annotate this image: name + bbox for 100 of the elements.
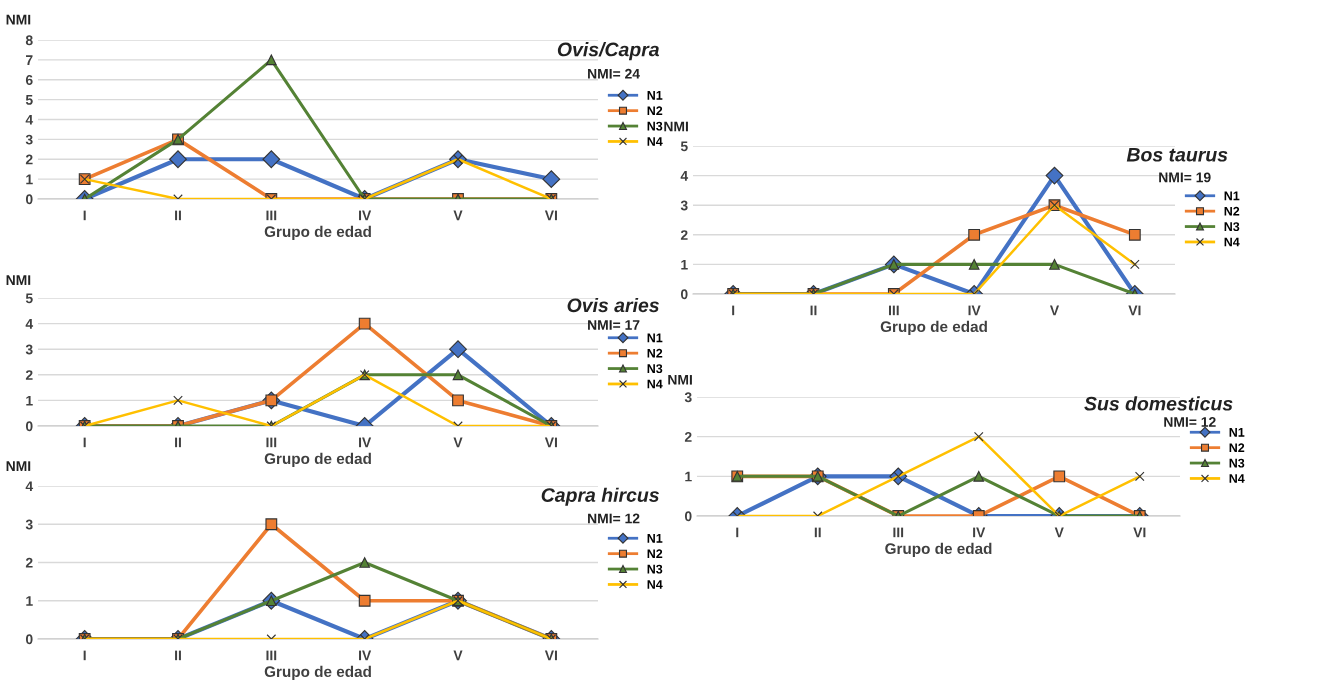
legend-label: N4	[647, 137, 663, 146]
x-tick-label: I	[83, 650, 86, 661]
y-tick-label: 8	[25, 35, 33, 46]
y-tick-label: 0	[25, 634, 33, 645]
legend-label: N1	[647, 534, 663, 543]
text: NMI= 12	[588, 513, 640, 524]
legend-label: N1	[647, 91, 663, 100]
y-tick-label: 2	[680, 230, 688, 240]
legend-label: N4	[1224, 237, 1240, 247]
legend-label: N2	[647, 106, 663, 116]
y-tick-label: 2	[684, 432, 692, 442]
y-tick-label: 3	[25, 519, 33, 530]
x-tick-label: V	[453, 210, 463, 221]
x-tick-label: III	[888, 305, 899, 316]
x-tick-label: VI	[544, 437, 557, 448]
text: NMI= 17	[588, 320, 640, 330]
y-tick-label: 4	[680, 171, 689, 181]
legend-label: N4	[647, 379, 663, 389]
y-tick-label: 6	[25, 75, 33, 85]
y-tick-label: 0	[684, 511, 692, 522]
legend-label: N1	[1229, 428, 1245, 437]
y-tick-label: 1	[685, 471, 692, 482]
legend-label: N4	[1229, 474, 1245, 483]
x-tick-label: IV	[968, 305, 981, 316]
legend-label: N3	[647, 564, 663, 574]
legend-label: N3	[1224, 222, 1240, 232]
x-tick-label: V	[1049, 305, 1060, 316]
x-tick-label: IV	[359, 210, 372, 221]
legend-label: N3	[647, 121, 663, 131]
x-tick-label: III	[266, 437, 277, 448]
y-tick-label: 5	[25, 95, 33, 105]
x-tick-label: I	[83, 437, 86, 448]
x-tick-label: V	[453, 437, 463, 448]
y-tick-label: 3	[25, 344, 33, 355]
y-tick-label: 7	[26, 55, 33, 65]
chart-title: Ovis/Capra	[557, 42, 660, 61]
x-tick-label: IV	[359, 437, 372, 448]
y-tick-label: 4	[25, 319, 34, 329]
x-tick-label: II	[814, 527, 821, 538]
x-tick-label: II	[175, 650, 181, 661]
y-tick-label: 1	[26, 174, 33, 185]
chart-title: Bos taurus	[1126, 148, 1228, 162]
y-tick-label: 2	[25, 370, 33, 380]
y-tick-label: 2	[25, 557, 33, 568]
x-tick-label: III	[266, 650, 277, 661]
y-tick-label: 0	[25, 421, 33, 432]
y-tick-label: 3	[680, 200, 688, 211]
x-tick-label: V	[1054, 527, 1064, 538]
x-tick-label: VI	[544, 210, 557, 221]
y-tick-label: 3	[684, 392, 692, 403]
y-tick-label: 1	[681, 259, 688, 270]
x-tick-label: II	[175, 437, 181, 448]
text: NMI= 19	[1159, 172, 1211, 183]
chart-title: Sus domesticus	[1084, 396, 1233, 411]
legend-label: N2	[1224, 206, 1240, 216]
y-tick-label: 1	[26, 596, 33, 606]
legend-label: N3	[647, 364, 663, 374]
x-tick-label: IV	[973, 527, 986, 538]
y-axis-title: NMI	[6, 461, 31, 471]
y-tick-label: 4	[25, 114, 34, 125]
y-tick-label: 3	[25, 134, 33, 145]
x-tick-label: IV	[359, 650, 372, 661]
chart-title: Ovis aries	[567, 297, 659, 313]
x-tick-label: II	[175, 210, 181, 221]
y-tick-label: 5	[680, 141, 688, 152]
y-axis-title: NMI	[664, 121, 688, 132]
legend-label: N2	[647, 348, 663, 358]
y-tick-label: 2	[25, 154, 33, 165]
legend-label: N2	[1229, 443, 1245, 453]
x-axis-title: Grupo de edad	[885, 542, 992, 558]
legend-label: N2	[647, 549, 663, 559]
legend-label: N4	[647, 580, 663, 589]
x-tick-label: III	[266, 210, 277, 221]
x-tick-label: II	[810, 305, 817, 316]
x-axis-title: Grupo de edad	[880, 320, 987, 336]
legend-label: N1	[647, 333, 663, 343]
y-tick-label: 0	[25, 194, 33, 205]
x-tick-label: I	[732, 305, 735, 316]
x-axis-title: Grupo de edad	[264, 665, 371, 681]
chart-title: Capra hircus	[541, 487, 659, 506]
x-tick-label: VI	[544, 650, 557, 661]
text: NMI= 12	[1164, 417, 1216, 427]
legend-label: N1	[1224, 191, 1240, 201]
x-tick-label: III	[893, 527, 904, 538]
x-tick-label: VI	[1128, 305, 1141, 316]
text: NMI= 24	[588, 68, 640, 79]
y-tick-label: 1	[26, 395, 33, 406]
y-axis-title: NMI	[6, 275, 31, 285]
x-tick-label: V	[453, 650, 463, 661]
y-tick-label: 4	[25, 481, 34, 492]
y-tick-label: 5	[25, 293, 33, 304]
y-axis-title: NMI	[668, 375, 692, 385]
x-axis-title: Grupo de edad	[264, 225, 371, 241]
x-axis-title: Grupo de edad	[264, 452, 371, 468]
legend-label: N3	[1229, 458, 1245, 468]
y-axis-title: NMI	[6, 14, 31, 25]
x-tick-label: I	[736, 527, 739, 538]
x-tick-label: I	[83, 210, 86, 221]
y-tick-label: 0	[680, 289, 688, 300]
x-tick-label: VI	[1133, 527, 1146, 538]
